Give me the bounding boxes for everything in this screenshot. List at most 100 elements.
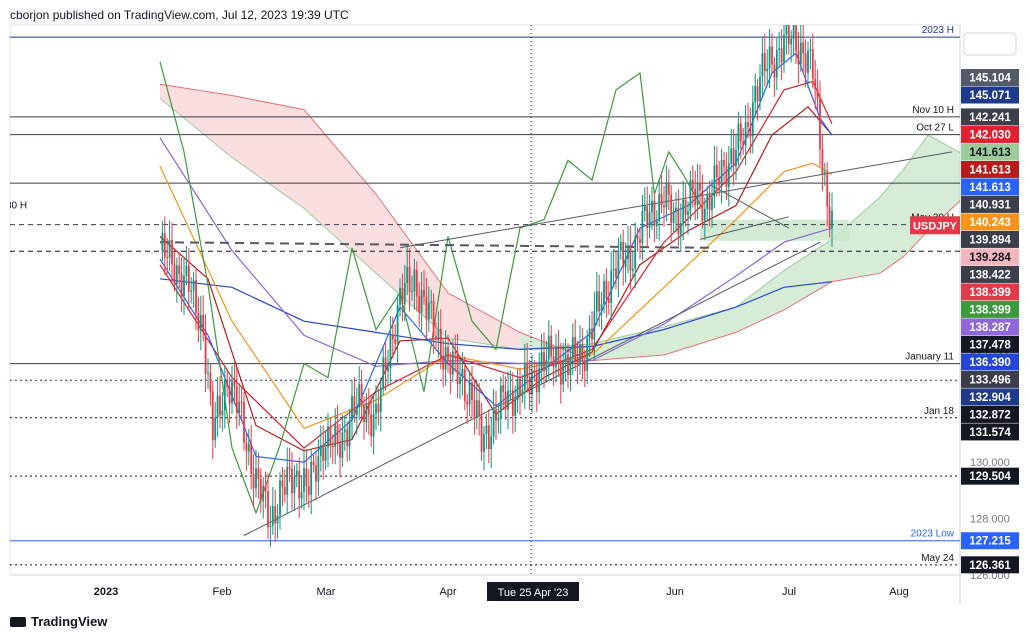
ichimoku-cloud-segment [964, 155, 988, 197]
tenkan-line [159, 52, 833, 463]
candle-body [516, 378, 519, 400]
candle-body [219, 395, 221, 416]
candle-body [759, 76, 761, 102]
candle-body [778, 48, 781, 50]
candle-body [725, 166, 728, 187]
candle-body [183, 275, 185, 297]
candle-body [624, 259, 627, 268]
candle-body [365, 403, 368, 423]
lower-trendline [243, 241, 821, 536]
candle-body [211, 391, 214, 441]
candle-body [653, 200, 656, 227]
candle-body [564, 354, 567, 363]
candle-body [737, 123, 740, 150]
candle-body [475, 400, 478, 418]
price-axis-tag [961, 283, 1019, 301]
price-axis-tag [961, 108, 1019, 126]
candle-body [279, 480, 281, 516]
ichimoku-cloud-segment [880, 168, 904, 274]
price-axis-tag [961, 195, 1019, 213]
ichimoku-cloud-segment [520, 332, 592, 361]
price-axis-tag [961, 318, 1019, 336]
ichimoku-cloud-segment [736, 270, 784, 333]
candle-body [312, 461, 315, 465]
price-axis-value: 140.931 [969, 199, 1011, 211]
candle-body [432, 301, 435, 337]
level-label: Jan 18 [924, 406, 954, 417]
candle-body [480, 415, 483, 452]
price-axis-tag [961, 532, 1019, 550]
price-axis-value: 129.504 [969, 471, 1011, 483]
candle-body [576, 360, 579, 365]
price-axis-value: 142.241 [969, 112, 1011, 124]
price-axis-tag [961, 125, 1019, 143]
candle-body [370, 414, 373, 437]
price-axis-value: 137.478 [969, 339, 1011, 351]
candle-body [408, 266, 411, 292]
candle-body [247, 443, 250, 452]
candle-body [348, 420, 351, 447]
price-axis-tag [961, 69, 1019, 86]
candle-body [209, 372, 212, 392]
candle-body [235, 386, 238, 413]
ichimoku-cloud-segment [160, 84, 232, 158]
symbol-tag [910, 216, 960, 235]
candle-body [207, 372, 209, 374]
level-label: May 24 [921, 553, 954, 564]
candle-body [358, 384, 361, 408]
candle-body [521, 389, 524, 396]
candle-body [255, 468, 257, 489]
candle-body [161, 233, 164, 251]
span-a-value: 141.613 [309, 52, 354, 66]
candle-body [547, 335, 550, 360]
candle-body [639, 239, 641, 243]
candle-body [327, 426, 329, 448]
candle-body [360, 384, 363, 406]
candle-body [276, 515, 279, 524]
candle-body [281, 480, 284, 488]
candle-body [351, 396, 353, 421]
crosshair-date-box [487, 582, 579, 601]
price-axis-value: 145.071 [969, 90, 1011, 102]
candle-body [245, 442, 248, 452]
candle-body [679, 222, 682, 235]
price-axis-tag [961, 335, 1019, 353]
span-b-line [159, 83, 960, 362]
y-tick-label: 134.000 [970, 344, 1010, 356]
ema-legend: EMA 20/50/100/200 142.030 140.243 138.28… [16, 34, 338, 48]
level-label: January 11 [905, 352, 954, 363]
candle-body [382, 357, 385, 388]
candle-body [375, 403, 377, 414]
candle-body [713, 165, 716, 198]
candle-body [257, 468, 260, 480]
candle-body [377, 403, 380, 413]
price-axis-tag [961, 213, 1019, 231]
price-axis-tag [961, 265, 1019, 283]
candle-body [723, 160, 725, 167]
candle-body [588, 328, 591, 338]
candle-body [478, 400, 481, 416]
candle-body [171, 239, 173, 265]
candle-body [754, 86, 757, 103]
price-axis-tag [961, 467, 1019, 485]
candle-body [315, 464, 317, 482]
ema200-value: 136.390 [288, 34, 333, 48]
candle-body [807, 50, 809, 73]
price-axis-value: 141.613 [969, 147, 1011, 159]
candle-body [593, 311, 596, 340]
candle-body [687, 211, 689, 216]
candle-body [742, 141, 745, 146]
price-axis-value: 141.613 [969, 182, 1011, 194]
candle-body [703, 208, 706, 221]
candle-body [610, 270, 613, 303]
price-axis-value: 140.243 [969, 217, 1011, 229]
candle-body [223, 380, 226, 411]
level-label: Nov 10 H [912, 105, 954, 116]
candle-body [195, 280, 197, 313]
candle-body [627, 245, 629, 260]
candle-body [706, 194, 709, 209]
candle-body [744, 122, 747, 146]
candle-body [185, 265, 188, 276]
candle-body [821, 148, 824, 175]
